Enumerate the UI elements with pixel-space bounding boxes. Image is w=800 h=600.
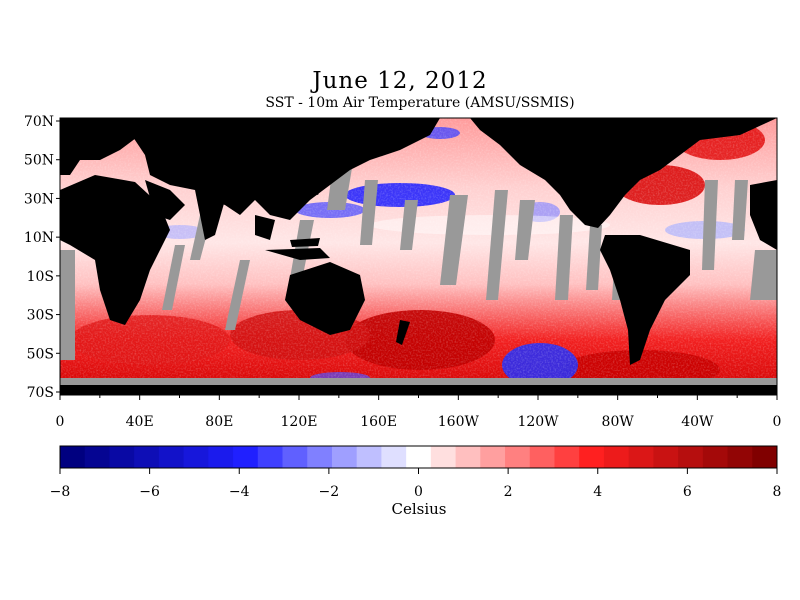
lat-tick-label: 10S: [27, 269, 54, 285]
colorbar-swatch: [628, 446, 654, 468]
colorbar-swatch: [554, 446, 580, 468]
colorbar-swatch: [233, 446, 259, 468]
lon-tick-label: 40E: [126, 414, 154, 430]
colorbar-tick-label: −6: [139, 484, 160, 500]
colorbar-swatch: [653, 446, 679, 468]
colorbar-tick-label: −4: [229, 484, 250, 500]
lat-tick-label: 10N: [24, 230, 54, 246]
colorbar-swatch: [381, 446, 407, 468]
lon-tick-label: 160E: [360, 414, 397, 430]
lon-tick-label: 0: [773, 414, 782, 430]
colorbar-swatch: [529, 446, 555, 468]
colorbar-ticks: −8 −6 −4 −2 0 2 4 6 8: [50, 468, 782, 500]
colorbar-swatch: [282, 446, 308, 468]
colorbar-swatch: [84, 446, 110, 468]
colorbar-swatch: [603, 446, 630, 468]
colorbar-swatch: [331, 446, 358, 468]
colorbar-tick-label: 2: [504, 484, 513, 500]
lon-tick-label: 80E: [205, 414, 233, 430]
colorbar-tick-label: −2: [319, 484, 340, 500]
lat-tick-label: 70S: [27, 385, 54, 401]
colorbar-tick-label: 8: [773, 484, 782, 500]
colorbar-swatch: [727, 446, 753, 468]
colorbar-title: Celsius: [391, 500, 447, 518]
latitude-axis: 70N 50N 30N 10N 10S 30S 50S 70S: [24, 114, 60, 401]
colorbar-tick-label: 0: [414, 484, 423, 500]
colorbar-swatch: [752, 446, 778, 468]
lon-tick-label: 120E: [281, 414, 318, 430]
colorbar-swatch: [158, 446, 185, 468]
colorbar-swatch: [356, 446, 382, 468]
map-title: June 12, 2012: [312, 68, 488, 94]
colorbar-swatch: [455, 446, 481, 468]
lon-tick-label: 120W: [517, 414, 559, 430]
sst-anomaly-map: [60, 118, 777, 395]
lat-tick-label: 50N: [24, 153, 54, 169]
lat-tick-label: 50S: [27, 346, 54, 362]
colorbar-tick-label: 4: [593, 484, 602, 500]
colorbar-swatch: [406, 446, 432, 468]
land-masses: [60, 118, 777, 395]
colorbar-tick-label: 6: [683, 484, 692, 500]
colorbar-swatch: [480, 446, 506, 468]
lon-tick-label: 160W: [438, 414, 480, 430]
longitude-axis: 0 40E 80E 120E 160E 160W 120W 80W 40W 0: [56, 395, 782, 430]
lon-tick-label: 80W: [602, 414, 635, 430]
colorbar-swatch: [60, 446, 86, 468]
map-subtitle: SST - 10m Air Temperature (AMSU/SSMIS): [265, 95, 575, 111]
lat-tick-label: 70N: [24, 114, 54, 130]
colorbar-swatch: [579, 446, 605, 468]
lat-tick-label: 30N: [24, 191, 54, 207]
colorbar-swatch: [307, 446, 333, 468]
colorbar-swatch: [678, 446, 704, 468]
lon-tick-label: 0: [56, 414, 65, 430]
colorbar-swatch: [208, 446, 234, 468]
colorbar-swatch: [183, 446, 209, 468]
colorbar-tick-label: −8: [50, 484, 71, 500]
colorbar-swatch: [430, 446, 457, 468]
colorbar-swatch: [505, 446, 531, 468]
colorbar-swatch: [134, 446, 160, 468]
colorbar-swatch: [702, 446, 729, 468]
lat-tick-label: 30S: [27, 308, 54, 324]
colorbar-swatch: [109, 446, 135, 468]
colorbar: [60, 446, 778, 468]
colorbar-swatch: [257, 446, 284, 468]
lon-tick-label: 40W: [681, 414, 714, 430]
